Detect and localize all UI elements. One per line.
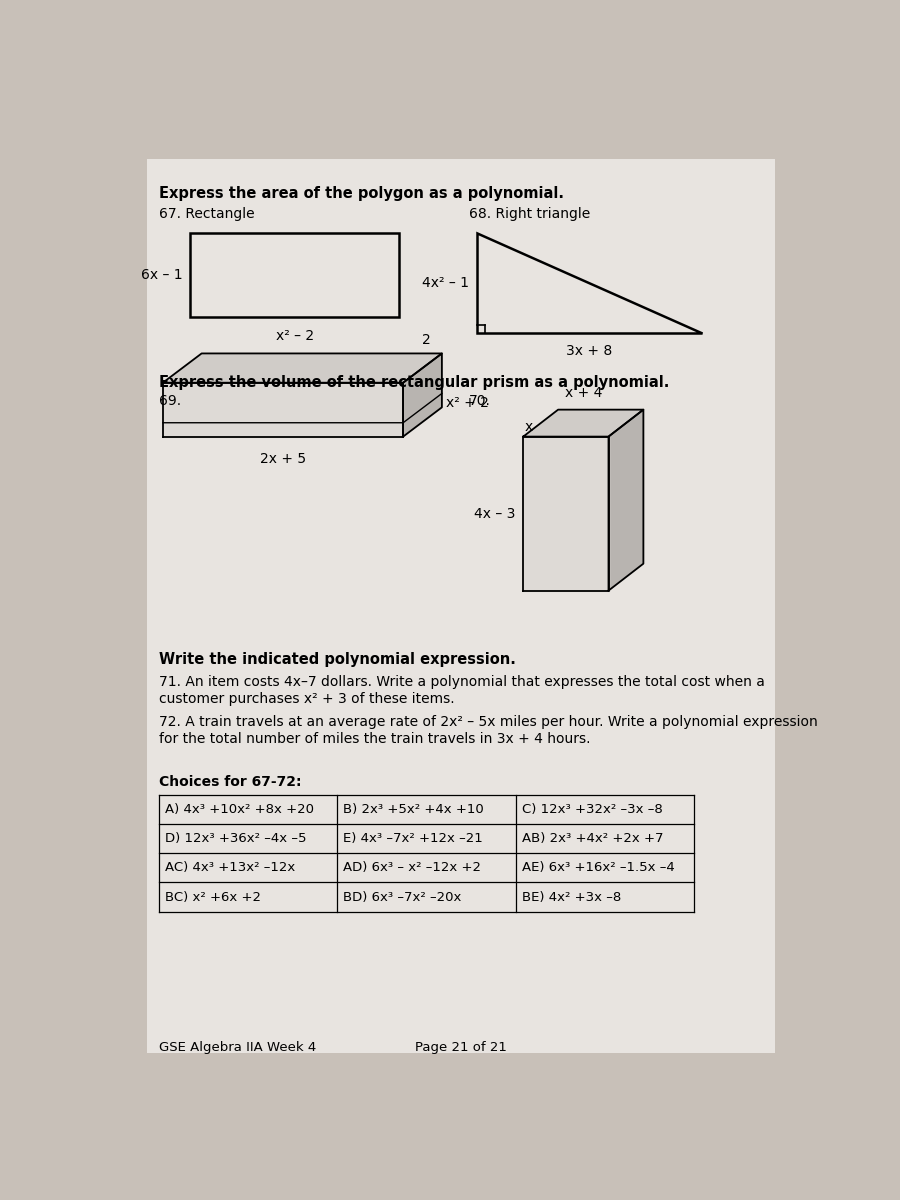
Text: GSE Algebra IIA Week 4: GSE Algebra IIA Week 4 <box>159 1042 316 1054</box>
Text: E) 4x³ –7x² +12x –21: E) 4x³ –7x² +12x –21 <box>344 832 483 845</box>
Text: 71. An item costs 4x–7 dollars. Write a polynomial that expresses the total cost: 71. An item costs 4x–7 dollars. Write a … <box>159 676 765 689</box>
Text: BD) 6x³ –7x² –20x: BD) 6x³ –7x² –20x <box>344 890 462 904</box>
Text: x: x <box>525 420 533 434</box>
Text: Express the volume of the rectangular prism as a polynomial.: Express the volume of the rectangular pr… <box>159 374 670 390</box>
Text: Page 21 of 21: Page 21 of 21 <box>415 1042 508 1054</box>
Text: B) 2x³ +5x² +4x +10: B) 2x³ +5x² +4x +10 <box>344 803 484 816</box>
Text: Write the indicated polynomial expression.: Write the indicated polynomial expressio… <box>159 653 516 667</box>
Text: 67. Rectangle: 67. Rectangle <box>159 208 255 221</box>
Bar <box>190 233 400 317</box>
Polygon shape <box>403 354 442 437</box>
Text: 72. A train travels at an average rate of 2x² – 5x miles per hour. Write a polyn: 72. A train travels at an average rate o… <box>159 715 818 730</box>
Text: 68. Right triangle: 68. Right triangle <box>469 208 590 221</box>
Text: BE) 4x² +3x –8: BE) 4x² +3x –8 <box>522 890 621 904</box>
Polygon shape <box>477 233 701 332</box>
Text: BC) x² +6x +2: BC) x² +6x +2 <box>166 890 261 904</box>
Polygon shape <box>163 383 403 437</box>
Text: 2: 2 <box>422 334 431 347</box>
Text: 2x + 5: 2x + 5 <box>260 452 306 466</box>
Polygon shape <box>523 409 644 437</box>
Text: A) 4x³ +10x² +8x +20: A) 4x³ +10x² +8x +20 <box>166 803 314 816</box>
Text: Express the area of the polygon as a polynomial.: Express the area of the polygon as a pol… <box>159 186 564 202</box>
Text: for the total number of miles the train travels in 3x + 4 hours.: for the total number of miles the train … <box>159 732 590 746</box>
Text: x² – 2: x² – 2 <box>275 329 314 343</box>
Text: x² + 2: x² + 2 <box>446 396 489 409</box>
Text: 70.: 70. <box>469 395 491 408</box>
Polygon shape <box>608 409 644 590</box>
Text: AD) 6x³ – x² –12x +2: AD) 6x³ – x² –12x +2 <box>344 862 482 875</box>
Text: AB) 2x³ +4x² +2x +7: AB) 2x³ +4x² +2x +7 <box>522 832 663 845</box>
Text: Choices for 67-72:: Choices for 67-72: <box>159 775 302 790</box>
Text: 69.: 69. <box>159 395 181 408</box>
Text: 4x² – 1: 4x² – 1 <box>422 276 469 289</box>
Text: customer purchases x² + 3 of these items.: customer purchases x² + 3 of these items… <box>159 692 454 707</box>
Text: 6x – 1: 6x – 1 <box>140 268 182 282</box>
Text: D) 12x³ +36x² –4x –5: D) 12x³ +36x² –4x –5 <box>166 832 307 845</box>
Text: x + 4: x + 4 <box>564 386 602 401</box>
Polygon shape <box>523 437 608 590</box>
Text: C) 12x³ +32x² –3x –8: C) 12x³ +32x² –3x –8 <box>522 803 662 816</box>
Text: 3x + 8: 3x + 8 <box>566 344 612 358</box>
Text: AE) 6x³ +16x² –1.5x –4: AE) 6x³ +16x² –1.5x –4 <box>522 862 674 875</box>
Polygon shape <box>163 354 442 383</box>
Text: 4x – 3: 4x – 3 <box>474 506 516 521</box>
Text: AC) 4x³ +13x² –12x: AC) 4x³ +13x² –12x <box>166 862 295 875</box>
